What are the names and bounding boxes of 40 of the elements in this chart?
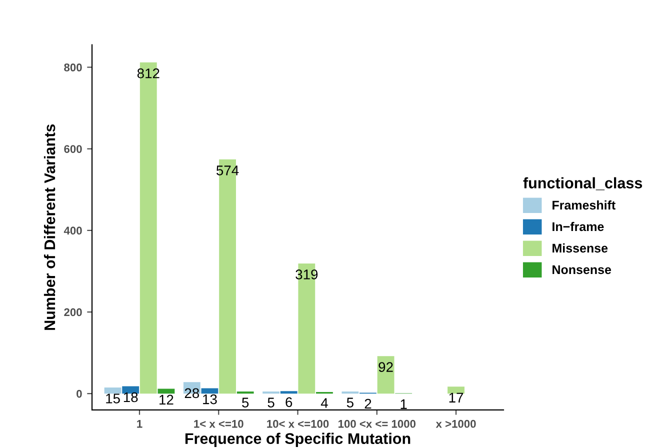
data-label: 574: [216, 166, 239, 176]
data-label: 6: [286, 397, 292, 408]
data-label: 18: [124, 392, 138, 402]
bar: [280, 391, 298, 394]
legend-label: Missense: [552, 243, 608, 253]
y-tick-label: 400: [64, 226, 82, 235]
legend-label: In−frame: [552, 222, 604, 232]
y-axis-title: Number of Different Variants: [44, 124, 56, 330]
legend-label: Frameshift: [552, 200, 616, 210]
data-label: 5: [242, 398, 249, 408]
data-label: 812: [137, 68, 160, 78]
data-label: 92: [378, 362, 393, 372]
x-tick-label: 1< x <=10: [194, 420, 244, 428]
data-label: 17: [449, 392, 464, 402]
x-tick-label: x >1000: [436, 420, 476, 428]
x-tick-label: 10< x <=100: [267, 420, 329, 428]
bar: [104, 387, 122, 394]
data-label: 2: [364, 398, 372, 409]
data-label: 5: [346, 398, 354, 408]
data-label: 5: [268, 398, 274, 408]
data-label: 1: [400, 399, 407, 409]
legend-label: Nonsense: [552, 265, 612, 274]
data-label: 15: [106, 394, 120, 404]
y-tick-label: 0: [76, 390, 82, 398]
bar: [122, 386, 140, 394]
y-tick-label: 800: [64, 64, 82, 72]
y-tick-label: 200: [64, 308, 82, 316]
data-label: 28: [184, 388, 200, 398]
y-tick-label: 600: [64, 145, 82, 153]
bar: [201, 388, 218, 394]
bar: [158, 388, 175, 394]
x-tick-label: 100 <x <= 1000: [338, 420, 416, 428]
data-label: 319: [296, 270, 318, 280]
data-label: 4: [320, 398, 328, 408]
x-tick-label: 1: [137, 420, 142, 428]
data-label: 12: [160, 394, 174, 404]
legend-title: functional_class: [523, 177, 642, 190]
bar: [377, 356, 394, 394]
data-label: 13: [203, 394, 217, 404]
x-axis-title: Frequence of Specific Mutation: [185, 432, 410, 448]
